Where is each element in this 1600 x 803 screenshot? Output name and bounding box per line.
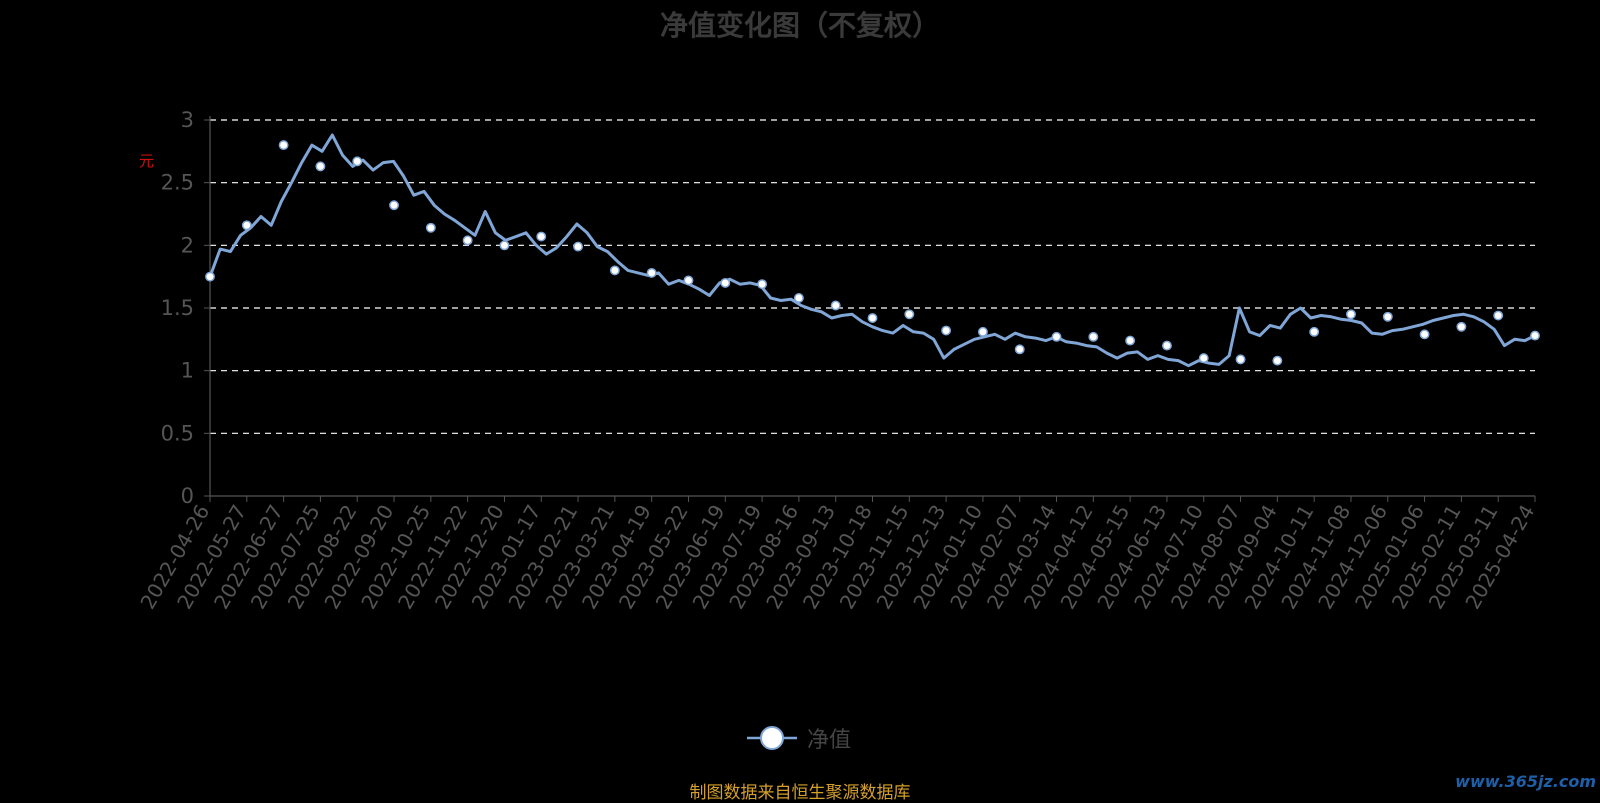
- data-point[interactable]: [609, 265, 620, 276]
- y-tick-label: 2.5: [161, 171, 194, 195]
- data-point[interactable]: [1088, 331, 1099, 342]
- data-point[interactable]: [1051, 331, 1062, 342]
- data-source-note: 制图数据来自恒生聚源数据库: [689, 783, 911, 803]
- data-point[interactable]: [241, 220, 252, 231]
- data-point[interactable]: [1198, 353, 1209, 364]
- data-point[interactable]: [352, 156, 363, 167]
- data-point[interactable]: [278, 140, 289, 151]
- data-point[interactable]: [1272, 355, 1283, 366]
- watermark-logo: www.365jz.com: [1455, 772, 1596, 791]
- legend[interactable]: 净值: [745, 718, 851, 758]
- data-point[interactable]: [1014, 344, 1025, 355]
- grid-lines: [210, 119, 1535, 434]
- axes: [209, 116, 1535, 497]
- nav-series-line: [208, 133, 1536, 368]
- data-point[interactable]: [1125, 335, 1136, 346]
- chart-title: 净值变化图（不复权）: [659, 9, 940, 42]
- data-point[interactable]: [977, 326, 988, 337]
- data-point[interactable]: [757, 279, 768, 290]
- data-point[interactable]: [1161, 340, 1172, 351]
- data-point[interactable]: [1530, 330, 1540, 341]
- data-point[interactable]: [1493, 310, 1504, 321]
- data-point[interactable]: [793, 293, 804, 303]
- data-point[interactable]: [867, 313, 878, 323]
- data-point[interactable]: [1419, 329, 1430, 340]
- y-tick-label: 2: [181, 233, 194, 257]
- data-point[interactable]: [573, 241, 584, 252]
- data-point[interactable]: [205, 271, 215, 282]
- y-tick-label: 3: [181, 108, 194, 132]
- y-axis-unit-label: 元: [139, 152, 155, 170]
- y-tick-label: 0: [181, 484, 194, 508]
- legend-marker-icon: [747, 726, 797, 750]
- data-point[interactable]: [941, 325, 952, 336]
- data-point[interactable]: [389, 200, 399, 211]
- data-point[interactable]: [536, 231, 547, 242]
- y-tick-label: 0.5: [161, 421, 194, 445]
- y-axis-ticks: 0 0.5 1 1.5 2 2.5 3: [161, 108, 210, 508]
- data-point[interactable]: [646, 267, 657, 278]
- y-tick-label: 1: [181, 359, 194, 383]
- data-point[interactable]: [1346, 309, 1356, 320]
- data-point[interactable]: [1309, 326, 1320, 337]
- data-point[interactable]: [904, 309, 915, 320]
- legend-label: 净值: [807, 728, 852, 753]
- data-point[interactable]: [1235, 354, 1246, 365]
- data-point[interactable]: [315, 161, 326, 172]
- y-tick-label: 1.5: [161, 296, 194, 320]
- data-point[interactable]: [720, 277, 731, 288]
- data-point[interactable]: [425, 222, 436, 233]
- data-point[interactable]: [1382, 311, 1393, 322]
- data-point[interactable]: [499, 240, 510, 251]
- series-layer: [205, 133, 1540, 368]
- data-point[interactable]: [830, 300, 841, 311]
- data-point[interactable]: [683, 275, 694, 286]
- x-axis-ticks: 2022-04-262022-05-272022-06-272022-07-25…: [135, 496, 1539, 613]
- data-point[interactable]: [462, 235, 473, 246]
- data-point[interactable]: [1456, 321, 1467, 332]
